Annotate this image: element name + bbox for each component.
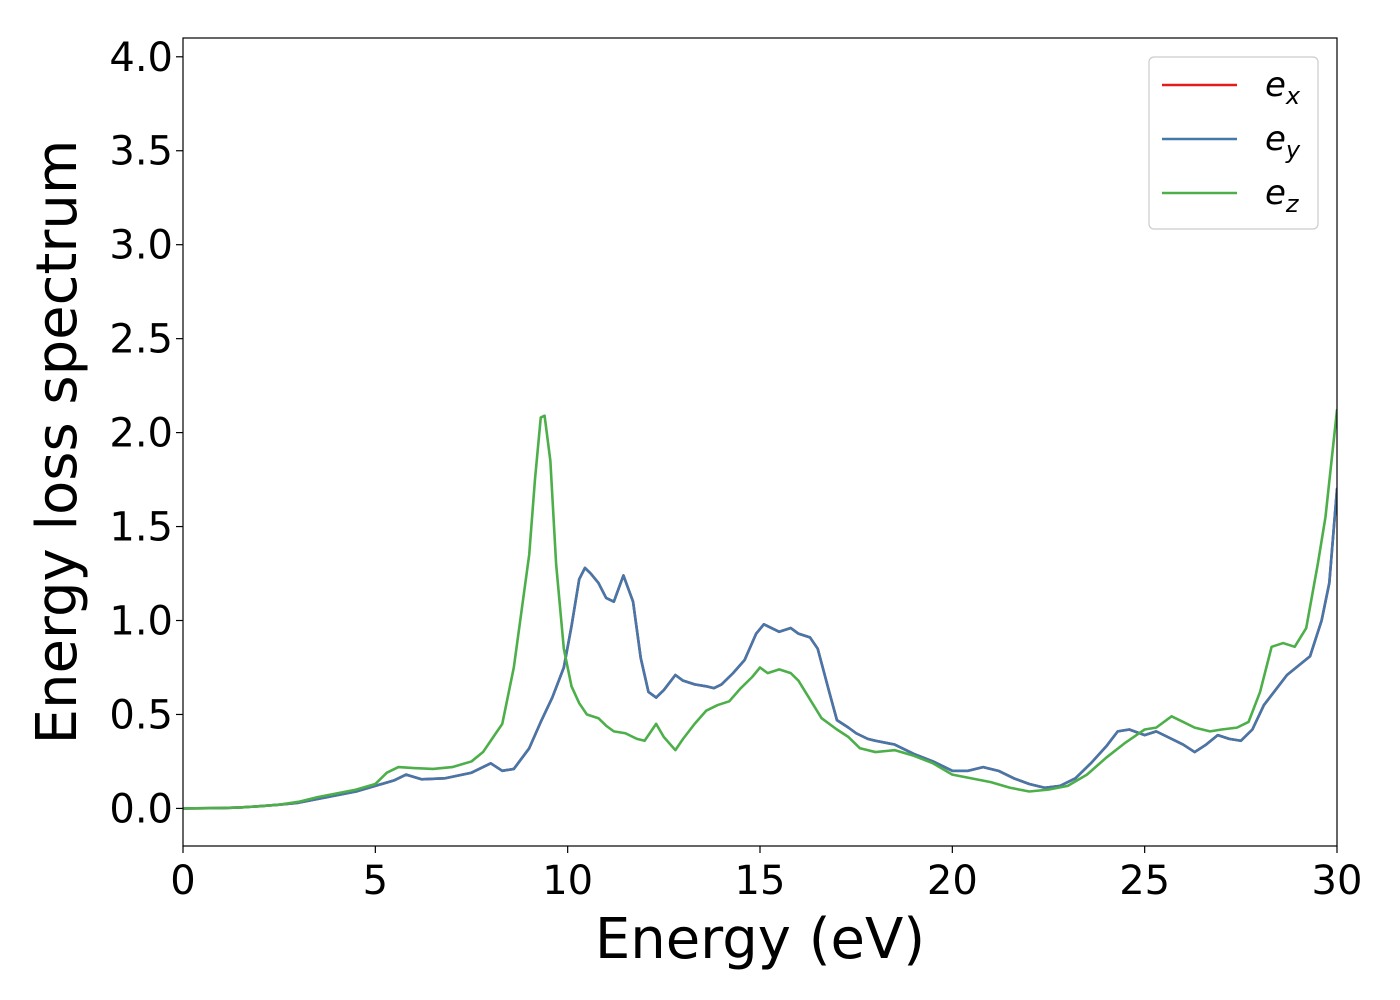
legend-label-x: ex (1265, 65, 1301, 110)
y-tick-label: 2.5 (109, 317, 173, 363)
series-line-y (183, 487, 1337, 810)
y-tick-label: 0.0 (109, 786, 173, 832)
x-tick-label: 20 (927, 858, 978, 904)
y-tick-label: 2.0 (109, 411, 173, 457)
x-tick-label: 15 (735, 858, 786, 904)
y-tick-label: 1.5 (109, 505, 173, 551)
x-tick-label: 0 (170, 858, 195, 904)
x-axis-title: Energy (eV) (595, 907, 925, 972)
x-tick-label: 10 (542, 858, 593, 904)
y-axis-title: Energy loss spectrum (25, 140, 90, 745)
series-layer (183, 408, 1337, 810)
x-tick-label: 30 (1312, 858, 1363, 904)
series-line-x (183, 487, 1337, 810)
x-axis: 0 5 10 15 20 25 30 (170, 846, 1362, 904)
y-tick-label: 4.0 (109, 35, 173, 81)
x-tick-label: 25 (1119, 858, 1170, 904)
y-tick-label: 1.0 (109, 599, 173, 645)
y-tick-label: 0.5 (109, 692, 173, 738)
legend-label-z: ez (1265, 173, 1300, 218)
legend: ex ey ez (1148, 56, 1319, 230)
y-tick-label: 3.5 (109, 129, 173, 175)
legend-label-y: ey (1265, 119, 1301, 164)
series-line-z (183, 408, 1337, 810)
legend-box (1148, 56, 1319, 230)
x-tick-label: 5 (363, 858, 388, 904)
y-tick-label: 3.0 (109, 223, 173, 269)
y-axis: 0.0 0.5 1.0 1.5 2.0 2.5 3.0 3.5 4.0 (109, 35, 183, 832)
